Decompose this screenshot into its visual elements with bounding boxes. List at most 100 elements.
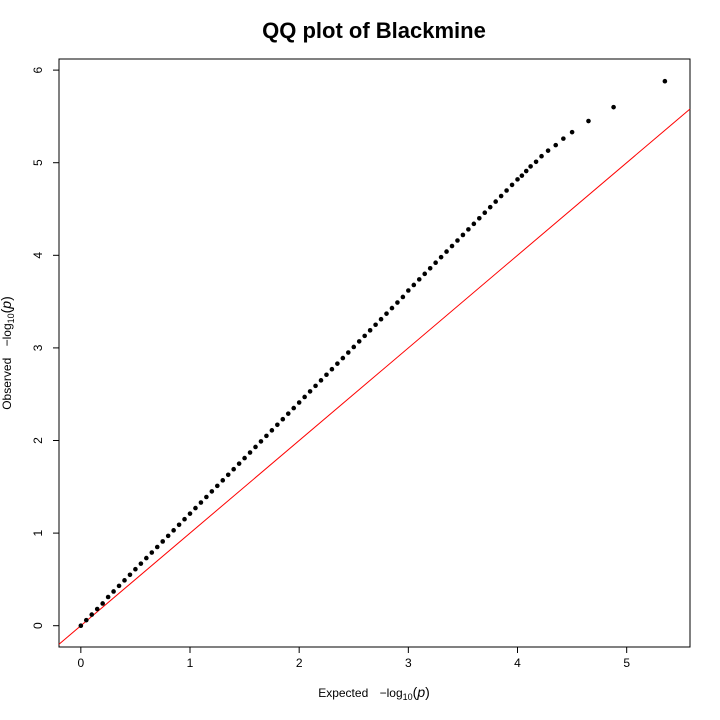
data-point — [569, 129, 575, 135]
data-point — [662, 78, 668, 84]
data-point — [487, 204, 493, 210]
x-tick-label: 0 — [77, 656, 84, 670]
data-point — [285, 411, 291, 416]
data-point — [258, 439, 264, 444]
data-point — [335, 361, 340, 366]
data-point — [176, 522, 182, 528]
reference-line — [58, 108, 691, 645]
data-point — [291, 405, 297, 411]
data-point — [367, 328, 373, 333]
data-point — [133, 566, 138, 572]
data-point — [127, 572, 133, 578]
data-point — [539, 153, 544, 159]
y-axis-label-prefix: Observed — [0, 358, 14, 410]
data-point — [586, 118, 591, 124]
y-axis: 0 1 2 3 4 5 6 — [31, 66, 59, 629]
data-point — [389, 305, 395, 311]
data-point — [523, 168, 529, 174]
data-point — [154, 544, 160, 550]
data-point — [209, 489, 215, 494]
y-axis-label: Observed −log10(p) — [0, 296, 16, 410]
data-point — [105, 594, 111, 600]
data-point — [515, 177, 520, 182]
data-point — [220, 478, 226, 483]
plot-frame — [58, 58, 691, 648]
y-axis-label-paren-close: ) — [0, 296, 14, 301]
data-point — [307, 389, 313, 394]
x-axis-label-math: −log — [380, 686, 403, 700]
data-point — [89, 612, 95, 617]
data-point — [460, 232, 466, 238]
data-point — [545, 148, 551, 153]
data-point — [509, 182, 515, 188]
data-point — [493, 199, 498, 204]
data-point — [253, 444, 258, 450]
y-tick-label: 5 — [31, 159, 45, 166]
plot-area — [58, 58, 691, 648]
data-point — [78, 623, 84, 629]
data-point — [329, 366, 335, 372]
data-point — [214, 483, 220, 489]
y-tick-label: 4 — [31, 252, 45, 259]
data-point — [340, 355, 346, 361]
data-point — [160, 539, 166, 544]
data-point — [269, 428, 275, 433]
data-point — [471, 221, 477, 227]
data-point — [533, 159, 539, 165]
data-point — [111, 589, 116, 594]
data-point — [416, 277, 422, 282]
data-point — [422, 271, 428, 277]
data-point — [94, 606, 100, 612]
data-point — [455, 238, 460, 243]
x-axis-label-prefix: Expected — [318, 686, 368, 700]
x-tick-label: 4 — [514, 656, 521, 670]
y-axis-label-variable: p — [0, 301, 14, 310]
y-axis-label-subscript: 10 — [6, 313, 16, 323]
data-point — [449, 243, 455, 249]
data-point — [187, 511, 193, 516]
x-axis: 0 1 2 3 4 5 — [77, 647, 630, 670]
data-point — [433, 260, 438, 266]
data-point — [182, 516, 187, 522]
data-point — [561, 136, 566, 141]
x-axis-label-paren-close: ) — [425, 684, 430, 700]
data-point — [225, 472, 231, 478]
data-point — [395, 300, 400, 305]
x-axis-label-subscript: 10 — [403, 692, 413, 702]
data-point — [198, 500, 204, 505]
data-point — [302, 394, 307, 400]
data-point — [149, 550, 155, 555]
data-point — [264, 433, 269, 439]
data-point — [231, 466, 236, 472]
data-point — [356, 339, 362, 344]
data-point — [83, 617, 89, 623]
data-point — [351, 344, 357, 350]
x-tick-label: 2 — [296, 656, 303, 670]
data-point — [373, 322, 378, 328]
data-point — [144, 555, 149, 561]
y-tick-label: 3 — [31, 344, 45, 351]
data-point — [247, 450, 253, 455]
data-point — [318, 378, 324, 383]
data-point — [313, 383, 318, 389]
data-point — [171, 528, 176, 533]
data-point — [482, 210, 488, 216]
data-point — [236, 461, 242, 466]
data-point — [378, 316, 384, 322]
points-layer — [78, 78, 668, 629]
x-tick-label: 3 — [405, 656, 412, 670]
y-tick-label: 6 — [31, 66, 45, 73]
data-point — [498, 193, 504, 199]
y-tick-label: 2 — [31, 437, 45, 444]
y-axis-label-paren-open: ( — [0, 308, 14, 313]
data-point — [324, 372, 329, 378]
data-point — [438, 254, 444, 260]
data-point — [138, 561, 144, 566]
y-axis-label-math: −log — [0, 323, 14, 346]
data-point — [242, 455, 247, 461]
x-axis-label-variable: p — [416, 684, 425, 700]
data-point — [296, 400, 302, 405]
x-tick-label: 1 — [187, 656, 194, 670]
reference-line-layer — [58, 108, 691, 645]
